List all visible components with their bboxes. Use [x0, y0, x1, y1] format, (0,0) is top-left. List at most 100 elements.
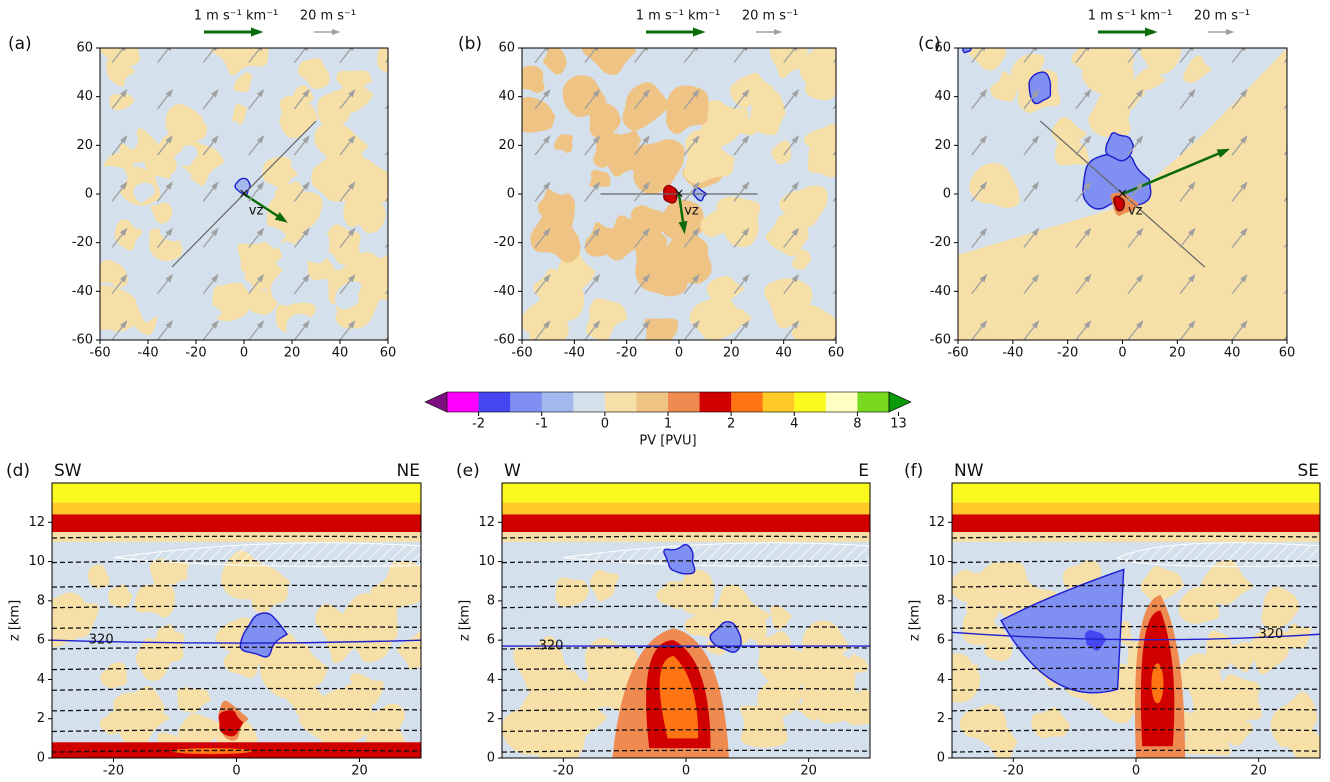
vector-head: [394, 135, 402, 143]
contour-fill: [779, 185, 828, 228]
contour-fill: [1250, 629, 1291, 675]
contour-fill: [297, 58, 330, 89]
y-tick-label: 0: [487, 751, 495, 766]
vector: [202, 48, 216, 63]
contour-fill: [100, 165, 128, 195]
vector-head: [1188, 273, 1196, 283]
y-tick-label: 40: [76, 89, 93, 104]
y-axis-label: z [km]: [908, 600, 923, 641]
x-tick-label: 60: [828, 346, 845, 361]
isentrope: [952, 535, 1320, 539]
x-tick-label: 40: [775, 346, 792, 361]
isentrope: [952, 625, 1320, 630]
isentrope: [502, 749, 870, 753]
contour-fill: [203, 89, 239, 128]
vector-head: [1188, 181, 1196, 190]
contour-fill: [959, 704, 1008, 747]
colorbar-swatch: [478, 392, 511, 412]
vector-head: [774, 29, 783, 35]
contour-fill: [769, 605, 793, 630]
band: [502, 483, 870, 503]
contour-fill: [174, 145, 198, 166]
vector: [971, 48, 984, 63]
x-tick-label: 0: [1118, 346, 1126, 361]
vector-head: [1136, 48, 1142, 52]
colorbar-swatch: [825, 392, 858, 412]
vector-head: [1031, 320, 1040, 329]
vector-label: vz: [249, 204, 264, 219]
vector-head: [841, 89, 849, 97]
isentrope: [952, 584, 1320, 588]
y-tick-label: -20: [930, 235, 951, 250]
vector-head: [841, 181, 849, 189]
y-tick-label: 60: [934, 41, 951, 56]
contour-fill: [689, 295, 746, 340]
colorbar-tick-label: -2: [472, 417, 485, 432]
vector-head: [119, 320, 128, 329]
contour-fill: [133, 182, 155, 204]
contour-fill: [666, 85, 709, 135]
contour-fill: [589, 169, 611, 187]
isentrope: [52, 625, 421, 630]
contour-fill: [581, 48, 637, 76]
vector-head: [543, 48, 549, 52]
vector-head: [302, 181, 310, 190]
y-tick-label: 4: [487, 672, 495, 687]
contour-fill: [962, 48, 972, 54]
contour-fill: [186, 314, 225, 340]
contour-fill: [603, 215, 651, 261]
y-tick-label: -60: [72, 333, 93, 348]
contour-fill: [128, 206, 146, 230]
vector-head: [543, 320, 551, 329]
vector-head: [302, 320, 310, 329]
vector-head: [593, 48, 599, 52]
colorbar-swatch: [857, 392, 890, 412]
isentrope: [952, 749, 1320, 753]
x-tick-label: -20: [1057, 346, 1078, 361]
vector-head: [347, 227, 356, 237]
vector-head: [211, 135, 219, 144]
x-tick-label: 20: [1250, 764, 1267, 779]
vector-head: [543, 88, 551, 98]
vector-head: [692, 135, 700, 144]
wind-scale: 20 m s⁻¹: [1194, 9, 1250, 24]
y-tick-label: 4: [37, 672, 45, 687]
contour-fill: [1183, 55, 1213, 83]
left-label: W: [504, 461, 521, 481]
vector-head: [1240, 273, 1248, 283]
vector: [1179, 48, 1193, 63]
vector-head: [1135, 135, 1144, 144]
y-tick-label: 0: [507, 187, 515, 202]
vector-head: [1226, 29, 1235, 35]
x-tick-label: -20: [103, 764, 124, 779]
y-tick-label: -60: [930, 333, 951, 348]
y-tick-label: 8: [487, 593, 495, 608]
vector-head: [1031, 181, 1040, 190]
isentrope: [952, 667, 1320, 671]
vector-head: [1188, 48, 1194, 52]
vector-head: [165, 227, 174, 237]
contour-fill: [530, 206, 581, 263]
contour-fill: [176, 687, 211, 714]
x-tick-label: 20: [723, 346, 740, 361]
contour-fill: [1108, 68, 1130, 92]
vector-head: [211, 320, 219, 329]
vector-head: [166, 48, 172, 52]
x-tick-label: -20: [1003, 764, 1024, 779]
vector-head: [1188, 135, 1196, 144]
contour-fill: [1183, 711, 1231, 756]
band: [952, 502, 1320, 515]
y-axis-label: z [km]: [458, 600, 473, 641]
band: [952, 483, 1320, 503]
vector-head: [211, 88, 219, 98]
colorbar-swatch: [636, 392, 669, 412]
contour-fill: [755, 631, 791, 676]
contour-fill: [633, 139, 685, 195]
x-tick-label: -60: [947, 346, 968, 361]
vector-head: [841, 274, 849, 282]
vector-head: [119, 181, 128, 190]
vector-head: [642, 227, 650, 237]
colorbar-label: PV [PVU]: [639, 434, 696, 449]
vector-head: [841, 135, 849, 143]
contour-fill: [87, 564, 110, 589]
